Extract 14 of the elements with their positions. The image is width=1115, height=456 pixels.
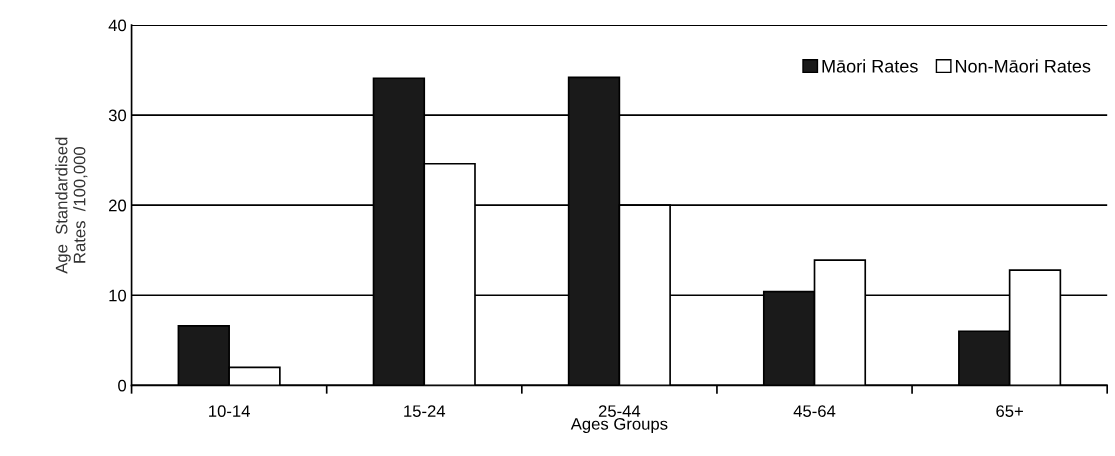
y-tick-label: 0 [118, 379, 127, 392]
y-tick-label: 20 [109, 199, 127, 212]
x-tick-label: 15-24 [404, 405, 446, 418]
legend-label: Non-Māori Rates [955, 59, 1091, 73]
legend-label: Māori Rates [822, 59, 918, 73]
x-tick-label: 45-64 [793, 405, 836, 418]
y-tick-label: 10 [109, 289, 127, 302]
x-tick-label: 10-14 [209, 405, 250, 418]
x-tick-label: 65+ [996, 405, 1023, 418]
y-tick-label: 40 [108, 19, 127, 32]
x-axis-title: Ages Groups [570, 417, 668, 434]
y-tick-label: 30 [108, 109, 127, 122]
x-tick-label: 25-44 [598, 405, 641, 418]
y-axis-title: Age Standardised Rates /100,000 [55, 137, 88, 274]
